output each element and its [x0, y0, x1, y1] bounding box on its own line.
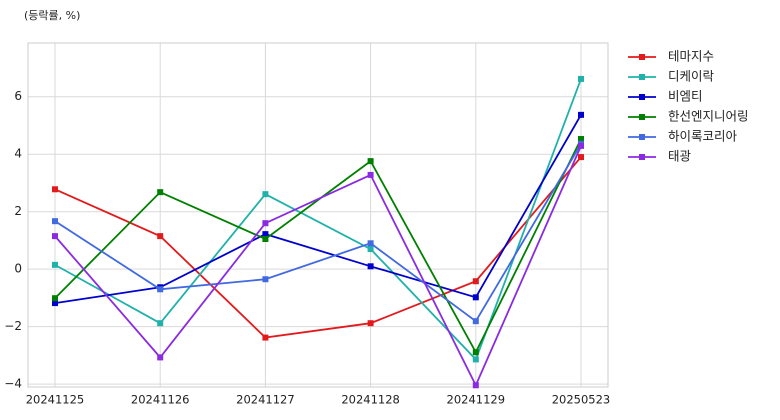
point-marker [367, 263, 374, 270]
point-marker [367, 246, 374, 253]
x-tick-label: 20241125 [26, 393, 85, 407]
point-marker [262, 191, 269, 198]
point-marker [52, 218, 58, 225]
point-marker [472, 356, 479, 363]
x-tick-label: 20241126 [131, 393, 190, 407]
point-marker [262, 276, 269, 283]
point-marker [262, 235, 269, 242]
point-marker [367, 320, 374, 327]
y-tick-label: −4 [4, 377, 22, 391]
point-marker [578, 142, 584, 149]
legend-label: 하이록코리아 [668, 129, 738, 144]
legend-label: 비엠티 [668, 89, 703, 104]
legend-label: 테마지수 [668, 49, 714, 64]
point-marker [472, 318, 479, 325]
series-line [54, 143, 582, 323]
x-tick-label: 20241129 [447, 393, 506, 407]
point-marker [52, 300, 58, 307]
series-line [54, 138, 582, 355]
point-marker [578, 111, 584, 118]
legend-marker [639, 114, 645, 120]
point-marker [52, 186, 58, 193]
point-marker [157, 189, 164, 196]
point-marker [52, 295, 58, 302]
point-marker [578, 135, 584, 142]
point-marker [578, 75, 584, 82]
point-marker [52, 233, 58, 240]
point-marker [262, 231, 269, 238]
y-tick-label: 2 [14, 204, 22, 218]
legend-marker [639, 154, 645, 160]
point-marker [472, 382, 479, 389]
x-tick-label: 20241127 [236, 393, 295, 407]
legend-marker [639, 94, 645, 100]
point-marker [157, 286, 164, 293]
series-line [54, 145, 582, 388]
plot-frame [27, 42, 609, 388]
legend-marker [639, 134, 645, 140]
point-marker [157, 354, 164, 361]
y-axis-label: (등락률, %) [24, 9, 80, 22]
x-tick-label: 20250523 [552, 393, 611, 407]
point-marker [367, 158, 374, 165]
y-tick-label: 4 [14, 147, 22, 161]
legend-marker [639, 54, 645, 60]
point-marker [472, 278, 479, 285]
legend-label: 디케이락 [668, 69, 715, 84]
point-marker [472, 349, 479, 356]
y-tick-label: −2 [4, 319, 22, 333]
legend-marker [639, 74, 645, 80]
point-marker [262, 220, 269, 227]
point-marker [367, 240, 374, 247]
y-tick-label: 6 [14, 89, 22, 103]
x-tick-label: 20241128 [341, 393, 400, 407]
point-marker [262, 334, 269, 341]
y-tick-label: 0 [14, 262, 22, 276]
series-line [54, 78, 582, 362]
legend-label: 태광 [668, 149, 692, 164]
series-line [54, 156, 582, 339]
point-marker [52, 261, 58, 268]
point-marker [367, 171, 374, 178]
series-line [54, 114, 582, 304]
point-marker [157, 233, 164, 240]
point-marker [157, 320, 164, 327]
legend-label: 한선엔지니어링 [668, 109, 749, 124]
point-marker [472, 294, 479, 301]
point-marker [578, 154, 584, 161]
